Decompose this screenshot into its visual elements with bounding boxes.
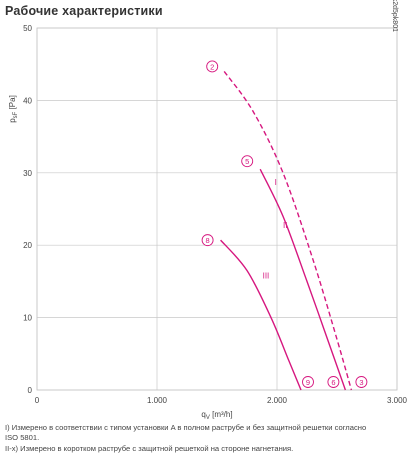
x-tick-label: 0 [35,396,40,405]
note-line: ISO 5801. [5,433,40,443]
y-tick-label: 10 [23,314,32,323]
plot-frame [36,27,398,391]
end-marker [327,376,340,388]
chart-title: Рабочие характеристики [5,4,163,18]
chart-labels: fb040sdk2d5pk801 2 3 I 5 6 II 8 9 III [201,0,398,388]
series-line-II [259,168,347,391]
series-name-label: III [263,272,270,281]
chart-grid [36,27,398,391]
y-tick-label: 50 [23,24,32,33]
chart-curves [220,71,353,391]
note-line: I) Измерено в соответствии с типом устан… [5,423,367,432]
y-tick-label: 40 [23,96,32,105]
start-marker [206,60,219,73]
x-tick-label: 2.000 [267,396,288,405]
y-tick-label: 30 [23,169,32,178]
end-marker [355,376,368,388]
y-tick-label: 0 [28,386,33,395]
side-code-label: fb040sdk2d5pk801 [391,0,398,32]
series-line-III [220,239,302,391]
start-marker [241,155,254,168]
series-line-I [223,71,353,391]
x-tick-label: 1.000 [147,396,168,405]
end-marker [302,376,314,388]
series-name-label: II [283,221,287,230]
y-axis-label: psF [Pa] [8,95,19,123]
x-axis-label: qV [m³/h] [201,410,232,420]
chart-notes: I) Измерено в соответствии с типом устан… [5,423,405,454]
x-tick-label: 3.000 [387,396,408,405]
note-line: II-x) Измерено в коротком раструбе с защ… [5,443,294,453]
start-marker-number: 2 [210,62,214,71]
end-marker-number: 3 [359,378,363,387]
performance-chart: 0 1.000 2.000 3.000 0 10 20 30 40 50 qV [m³/h] psF … [8,0,408,420]
start-marker-number: 8 [206,236,210,245]
series-name-label: I [275,178,277,187]
end-marker-number: 6 [331,378,335,387]
start-marker [201,234,214,247]
end-marker-number: 9 [306,378,310,387]
start-marker-number: 5 [245,157,249,166]
chart-axes: 0 1.000 2.000 3.000 0 10 20 30 40 50 qV [m³/h] psF … [8,24,408,420]
y-tick-label: 20 [23,241,32,250]
